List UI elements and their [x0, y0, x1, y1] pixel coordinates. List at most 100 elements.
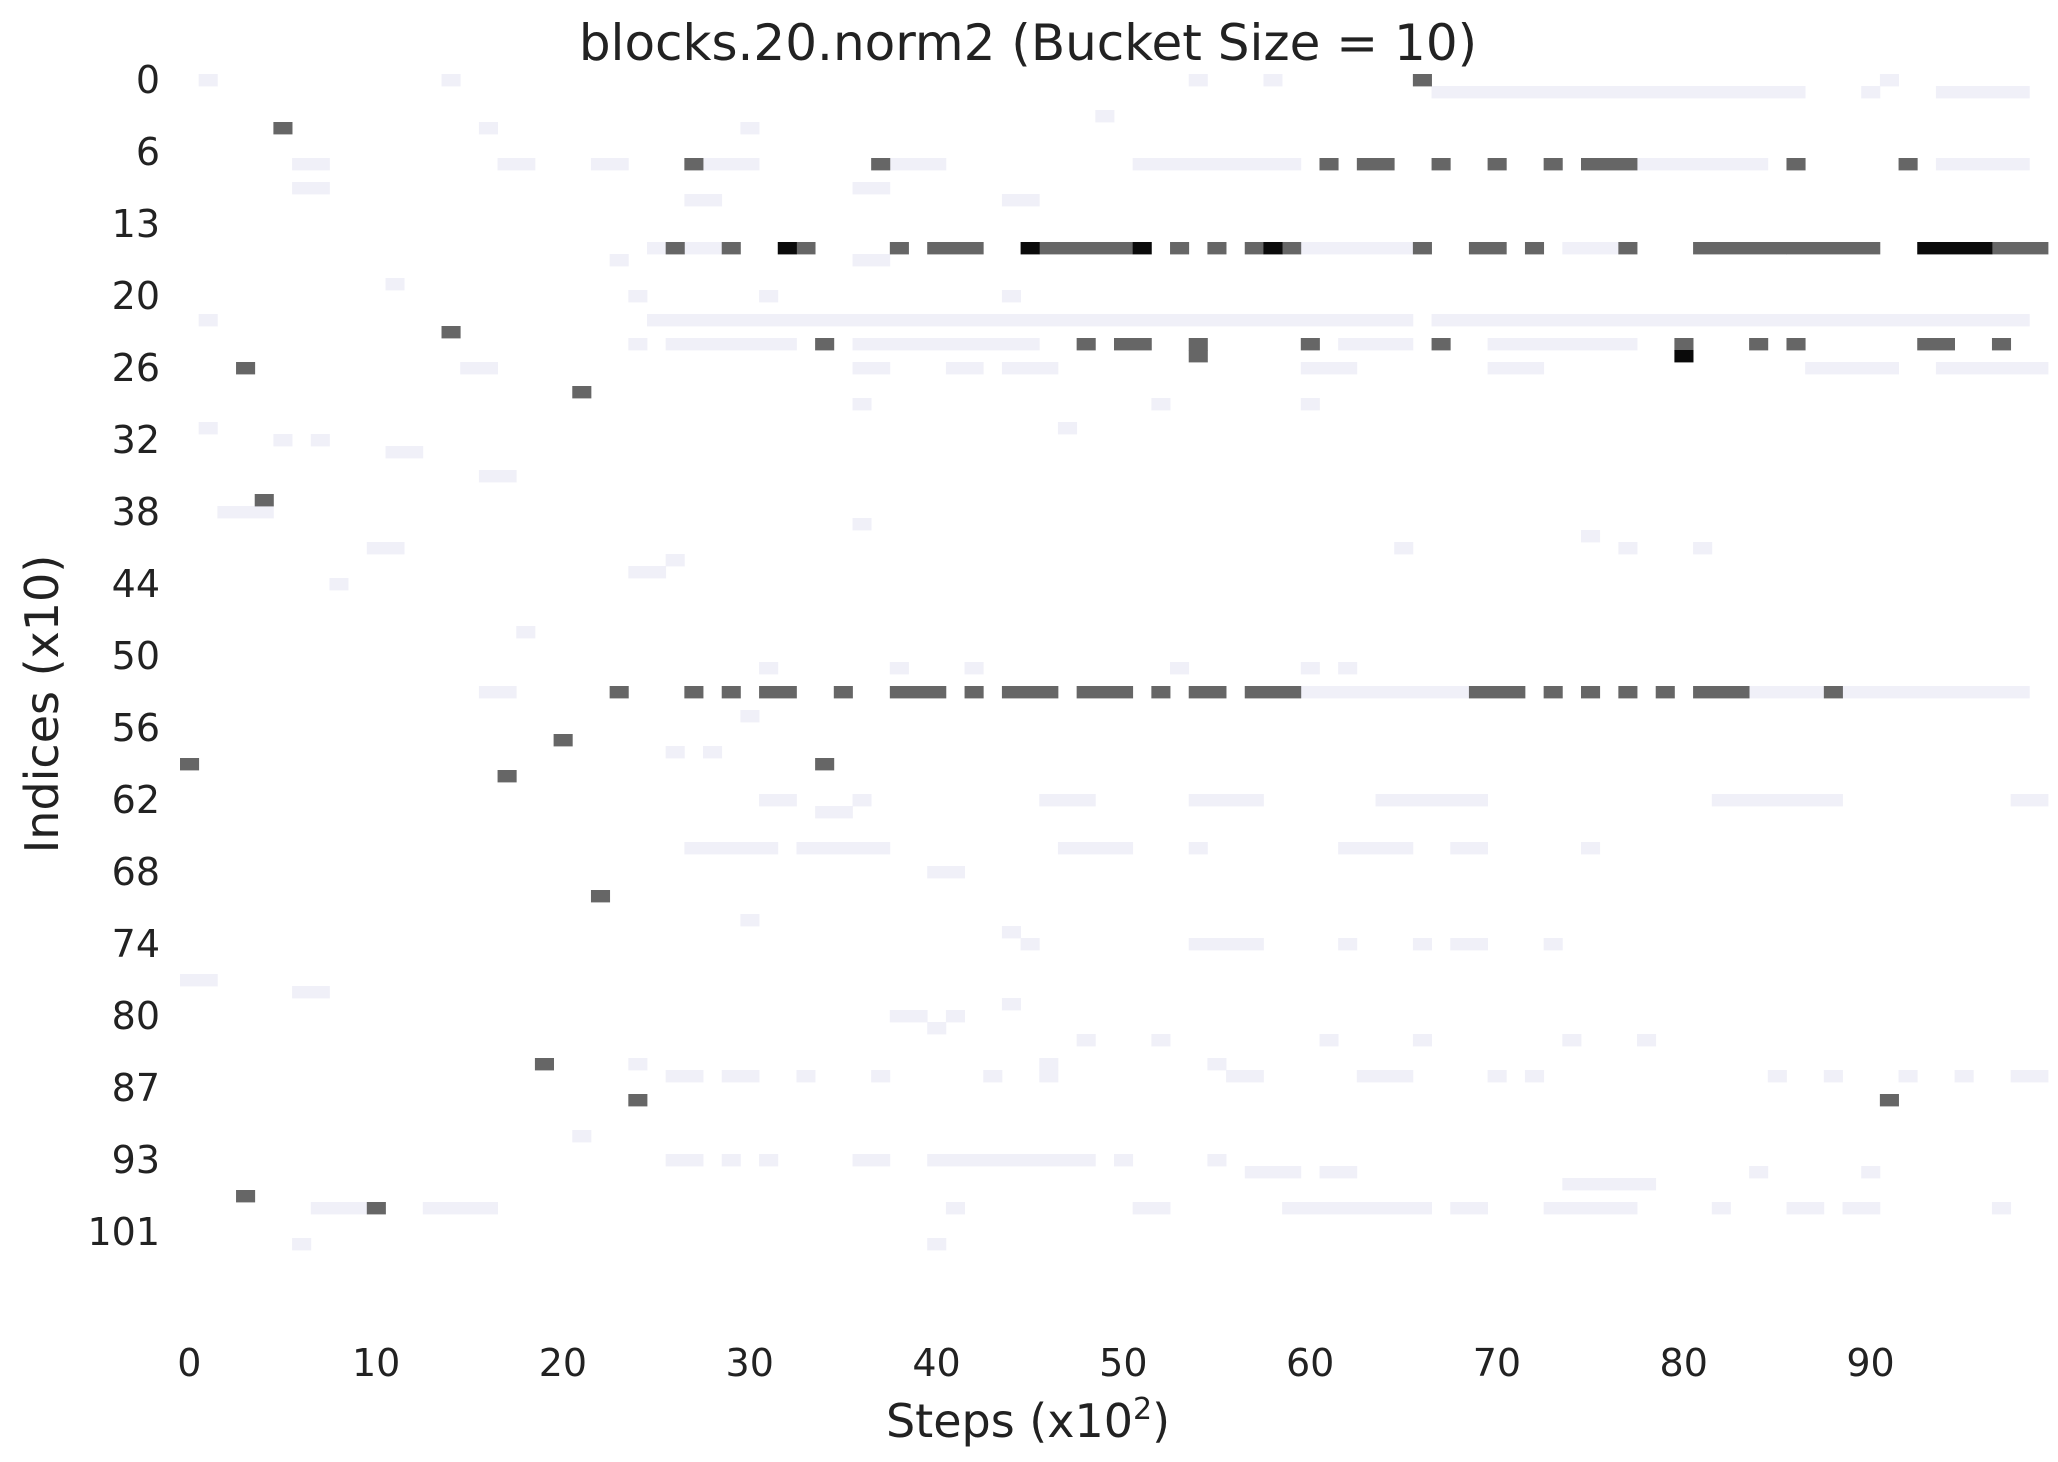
heatmap-cell [721, 1154, 741, 1167]
heatmap-cell [1693, 686, 1750, 699]
heatmap-cell [759, 1154, 779, 1167]
heatmap-cell [721, 686, 741, 699]
heatmap-cell [1338, 842, 1414, 855]
heatmap-cell [759, 794, 797, 807]
heatmap-cell [1300, 362, 1358, 375]
heatmap-cell [1581, 530, 1601, 543]
heatmap-cell [1431, 314, 2030, 327]
x-axis-label-superscript: 2 [1133, 1392, 1152, 1427]
heatmap-cell [1244, 242, 1264, 255]
x-tick-label: 10 [352, 1341, 400, 1385]
heatmap-cell [1300, 338, 1320, 351]
heatmap-cell [1282, 1202, 1432, 1215]
y-tick-label: 68 [112, 850, 160, 894]
heatmap-cell [852, 254, 891, 267]
heatmap-cell [1618, 242, 1638, 255]
y-tick-label: 6 [136, 130, 160, 174]
heatmap-cell [180, 974, 218, 987]
heatmap-cell [1020, 938, 1040, 951]
heatmap-cell [1076, 338, 1096, 351]
heatmap-cell [1823, 1070, 1843, 1083]
heatmap-cell [796, 842, 891, 855]
x-tick-label: 80 [1660, 1341, 1708, 1385]
heatmap-cell [441, 326, 461, 339]
x-tick-label: 90 [1846, 1341, 1894, 1385]
heatmap-cell [1861, 86, 1881, 99]
heatmap-cell [1431, 158, 1451, 171]
heatmap-cell [628, 290, 648, 303]
heatmap-cell [1693, 242, 1787, 255]
heatmap-cell [1188, 938, 1264, 951]
heatmap-cell [815, 806, 853, 819]
heatmap-cell [740, 914, 760, 927]
heatmap-cell [1562, 1178, 1657, 1191]
heatmap-cell [1039, 794, 1096, 807]
heatmap-cell [871, 158, 891, 171]
y-tick-label: 50 [112, 634, 160, 678]
heatmap-cell [1095, 110, 1115, 123]
heatmap-cell [1823, 686, 1843, 699]
heatmap-cell [1898, 158, 1918, 171]
heatmap-cell [292, 182, 330, 195]
heatmap-cell [1039, 242, 1134, 255]
heatmap-cell [1132, 158, 1302, 171]
heatmap-cell [1132, 242, 1152, 255]
heatmap-cell [1001, 686, 1059, 699]
heatmap-cell [1954, 1070, 1974, 1083]
heatmap-cell [1935, 86, 2030, 99]
heatmap-cell [1431, 86, 1806, 99]
heatmap-cell [1356, 1070, 1414, 1083]
heatmap-cell [684, 242, 723, 255]
heatmap-cell [1188, 338, 1208, 351]
y-tick-label: 26 [112, 346, 160, 390]
heatmap-cell [1319, 1034, 1339, 1047]
heatmap-cell [1151, 686, 1171, 699]
heatmap-cell [1151, 398, 1171, 411]
heatmap-cell [1749, 686, 1825, 699]
heatmap-cell [1581, 686, 1601, 699]
heatmap-cell [1711, 1202, 1731, 1215]
heatmap-cell [665, 1070, 704, 1083]
heatmap-cell [1468, 242, 1507, 255]
heatmap-cell [1618, 542, 1638, 555]
y-tick-label: 0 [136, 58, 160, 102]
heatmap-cell [1562, 242, 1619, 255]
heatmap-cell [703, 158, 760, 171]
heatmap-cell [1188, 794, 1264, 807]
heatmap-cell [721, 1070, 760, 1083]
heatmap-cell [665, 554, 685, 567]
heatmap-cell [1319, 1166, 1358, 1179]
heatmap-cell [1057, 422, 1078, 435]
heatmap-cell [1935, 158, 2030, 171]
heatmap-cell [945, 1010, 965, 1023]
heatmap-cell [777, 242, 797, 255]
heatmap-cell [1356, 158, 1395, 171]
heatmap-cell [441, 74, 461, 87]
heatmap-cell [497, 158, 536, 171]
heatmap-cell [1300, 662, 1320, 675]
heatmap-cell [1711, 794, 1843, 807]
heatmap-cell [1263, 242, 1283, 255]
heatmap-cell [1057, 842, 1134, 855]
heatmap-cell [609, 254, 629, 267]
heatmap-cell [1001, 362, 1059, 375]
heatmap-cell [590, 158, 629, 171]
heatmap-cell [927, 1154, 1096, 1167]
y-tick-label: 13 [112, 202, 160, 246]
heatmap-cell [796, 242, 816, 255]
heatmap-cell [1412, 242, 1432, 255]
heatmap-cell [1487, 338, 1638, 351]
heatmap-cell [1487, 1070, 1507, 1083]
heatmap-cell [1263, 74, 1283, 87]
heatmap-cell [198, 314, 218, 327]
heatmap-cell [366, 542, 405, 555]
heatmap-cell [2010, 1070, 2049, 1083]
heatmap-cell [292, 1238, 312, 1251]
heatmap-cell [1450, 938, 1488, 951]
heatmap-cell [647, 314, 1414, 327]
heatmap-cell [217, 506, 274, 519]
heatmap-cell [1076, 1034, 1096, 1047]
heatmap-cell [1020, 242, 1040, 255]
heatmap-cell [1207, 1058, 1227, 1071]
heatmap-cell [852, 794, 872, 807]
